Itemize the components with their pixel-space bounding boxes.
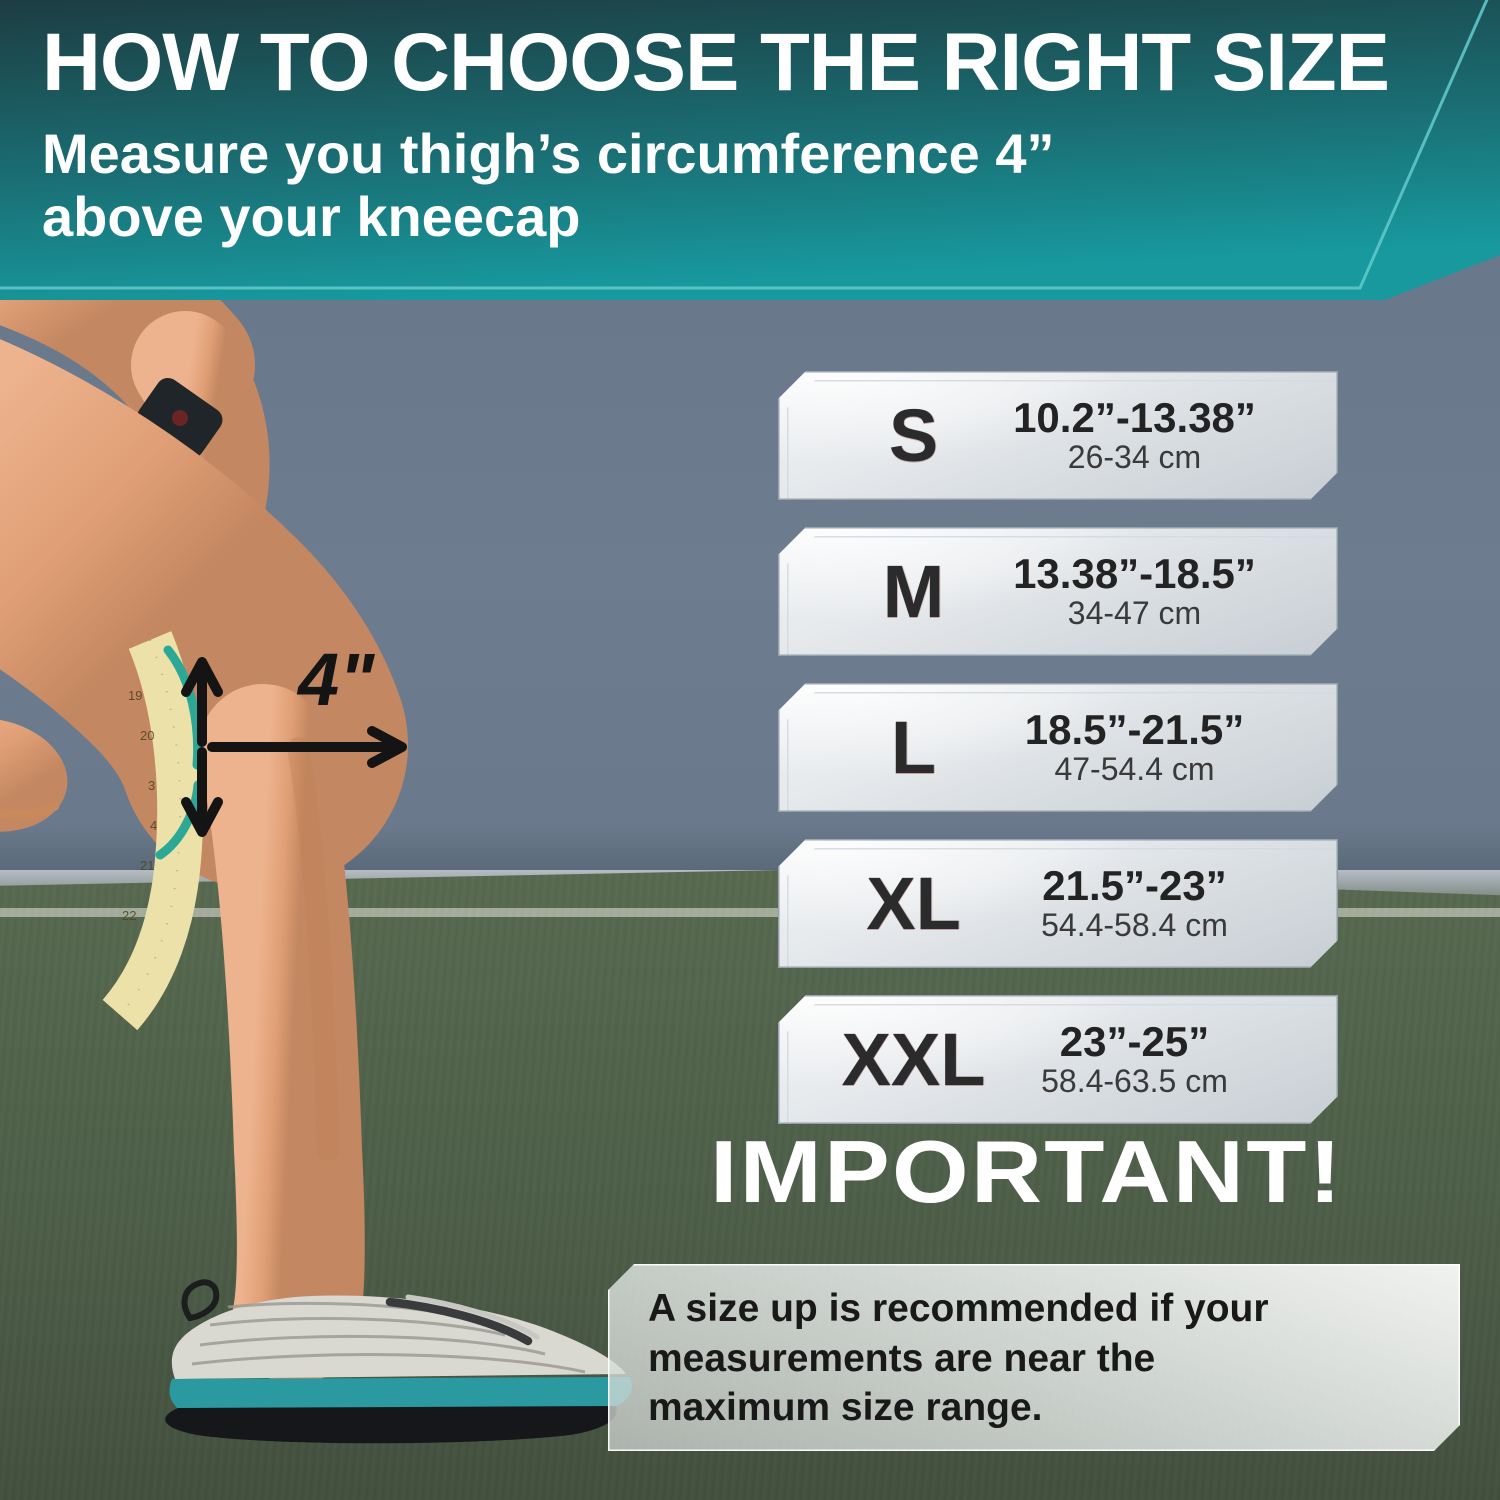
svg-text:20: 20 [140, 728, 154, 743]
svg-text:3: 3 [148, 778, 155, 793]
svg-text:4": 4" [296, 638, 375, 721]
svg-text:19: 19 [128, 688, 142, 703]
svg-text:21: 21 [140, 858, 154, 873]
svg-text:4: 4 [150, 818, 157, 833]
svg-text:22: 22 [122, 908, 136, 923]
